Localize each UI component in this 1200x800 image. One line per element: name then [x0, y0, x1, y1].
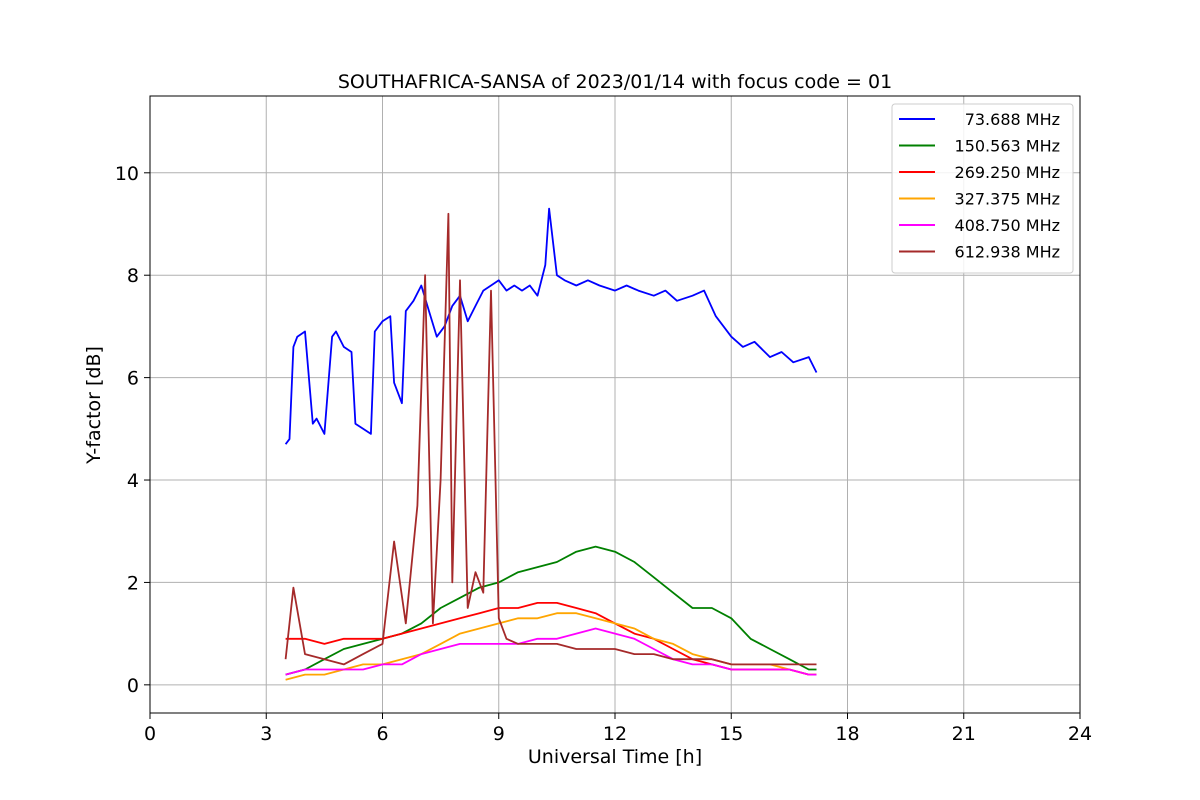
series-line-1 — [285, 545, 817, 676]
legend-label: 612.938 MHz — [955, 243, 1060, 262]
y-tick-label: 2 — [127, 572, 139, 594]
x-axis-label: Universal Time [h] — [528, 746, 702, 768]
legend: 73.688 MHz 150.563 MHz 269.250 MHz 327.375 … — [891, 103, 1074, 274]
x-tick-label: 3 — [260, 723, 272, 745]
x-tick-label: 15 — [719, 723, 743, 745]
series-line-0 — [284, 207, 818, 445]
legend-box — [891, 103, 1074, 274]
legend-label: 73.688 MHz — [965, 110, 1060, 129]
legend-label: 150.563 MHz — [955, 137, 1060, 156]
x-tick-label: 12 — [603, 723, 627, 745]
x-tick-label: 18 — [835, 723, 859, 745]
y-tick-label: 8 — [127, 265, 139, 287]
y-tick-label: 4 — [127, 470, 139, 492]
y-axis-ticks: 0 2 4 6 8 10 — [115, 163, 150, 697]
x-tick-label: 9 — [493, 723, 505, 745]
x-tick-label: 0 — [144, 723, 156, 745]
legend-label: 408.750 MHz — [955, 216, 1060, 235]
y-tick-label: 10 — [115, 163, 139, 185]
x-tick-label: 6 — [376, 723, 388, 745]
x-tick-label: 24 — [1068, 723, 1092, 745]
series-line-4 — [285, 627, 817, 676]
series-line-5 — [284, 212, 817, 666]
x-tick-label: 21 — [952, 723, 976, 745]
y-tick-label: 6 — [127, 368, 139, 390]
legend-label: 327.375 MHz — [955, 190, 1060, 209]
legend-label: 269.250 MHz — [955, 163, 1060, 182]
chart-title: SOUTHAFRICA-SANSA of 2023/01/14 with foc… — [338, 71, 892, 93]
y-axis-label: Y-factor [dB] — [83, 346, 105, 465]
x-axis-ticks: 0 3 6 9 12 15 18 21 24 — [144, 713, 1092, 745]
series-lines — [284, 207, 818, 681]
y-tick-label: 0 — [127, 675, 139, 697]
